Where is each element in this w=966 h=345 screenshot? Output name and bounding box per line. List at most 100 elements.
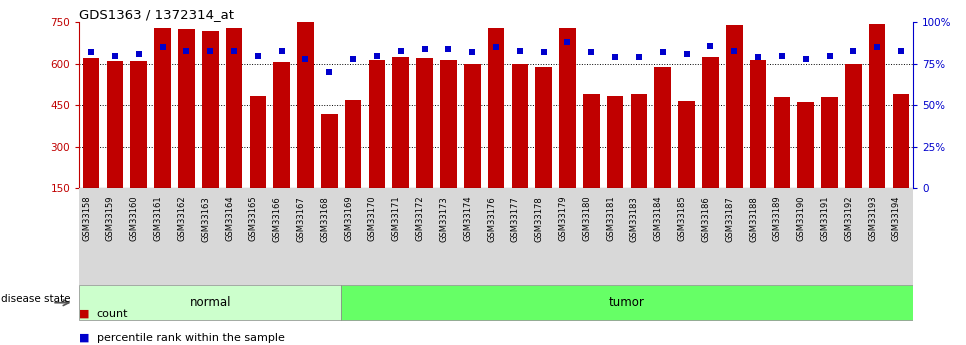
Bar — [607, 96, 623, 188]
Point — [346, 56, 361, 62]
Bar — [774, 97, 790, 188]
Point — [869, 45, 885, 50]
Point — [655, 49, 670, 55]
Bar — [488, 28, 504, 188]
Point — [631, 55, 646, 60]
Text: GSM33192: GSM33192 — [844, 196, 853, 241]
Bar — [893, 94, 909, 188]
Point — [465, 49, 480, 55]
Text: GSM33184: GSM33184 — [654, 196, 663, 242]
Text: GSM33172: GSM33172 — [415, 196, 425, 242]
Text: GSM33161: GSM33161 — [154, 196, 162, 242]
Text: GSM33170: GSM33170 — [368, 196, 377, 242]
Text: GSM33164: GSM33164 — [225, 196, 234, 242]
Text: GSM33178: GSM33178 — [534, 196, 544, 242]
Text: GSM33185: GSM33185 — [677, 196, 687, 242]
Point — [512, 48, 527, 53]
Bar — [750, 60, 766, 188]
Text: GSM33179: GSM33179 — [558, 196, 567, 242]
Text: GSM33162: GSM33162 — [178, 196, 186, 242]
Bar — [654, 67, 671, 188]
Point — [131, 51, 147, 57]
Bar — [582, 94, 600, 188]
Bar — [631, 94, 647, 188]
Text: GSM33194: GSM33194 — [892, 196, 901, 241]
Bar — [868, 24, 886, 188]
Text: disease state: disease state — [1, 294, 71, 304]
Bar — [559, 28, 576, 188]
Point — [894, 48, 909, 53]
Text: GSM33167: GSM33167 — [297, 196, 305, 242]
Point — [250, 53, 266, 58]
Bar — [440, 60, 457, 188]
Text: GSM33160: GSM33160 — [129, 196, 139, 242]
Bar — [464, 64, 480, 188]
Bar — [678, 101, 695, 188]
Bar — [345, 100, 361, 188]
Text: GSM33176: GSM33176 — [487, 196, 497, 242]
Bar — [226, 28, 242, 188]
Point — [536, 49, 552, 55]
Text: GSM33174: GSM33174 — [464, 196, 472, 242]
Point — [702, 43, 718, 48]
Bar — [155, 28, 171, 188]
Text: GSM33166: GSM33166 — [272, 196, 282, 242]
Text: GSM33188: GSM33188 — [749, 196, 758, 242]
Point — [798, 56, 813, 62]
Text: GSM33189: GSM33189 — [773, 196, 781, 242]
Text: GSM33173: GSM33173 — [440, 196, 448, 242]
Bar — [416, 58, 433, 188]
Text: GSM33180: GSM33180 — [582, 196, 591, 242]
Text: GDS1363 / 1372314_at: GDS1363 / 1372314_at — [79, 8, 234, 21]
Point — [489, 45, 504, 50]
Point — [393, 48, 409, 53]
Point — [845, 48, 861, 53]
Point — [107, 53, 123, 58]
Bar — [178, 29, 195, 188]
Text: normal: normal — [189, 296, 231, 309]
Point — [83, 49, 99, 55]
Point — [679, 51, 695, 57]
FancyBboxPatch shape — [79, 285, 341, 320]
Bar — [797, 102, 814, 188]
Text: percentile rank within the sample: percentile rank within the sample — [97, 333, 284, 343]
Text: ■: ■ — [79, 333, 90, 343]
Point — [322, 69, 337, 75]
Bar — [369, 60, 385, 188]
Text: GSM33158: GSM33158 — [82, 196, 91, 242]
Bar — [298, 20, 314, 188]
Text: tumor: tumor — [610, 296, 645, 309]
Bar — [725, 25, 743, 188]
Text: GSM33183: GSM33183 — [630, 196, 639, 242]
Point — [774, 53, 789, 58]
Point — [179, 48, 194, 53]
Bar — [83, 58, 99, 188]
Bar — [512, 64, 528, 188]
Bar — [535, 67, 552, 188]
Point — [274, 48, 290, 53]
Text: GSM33169: GSM33169 — [344, 196, 354, 242]
Text: ■: ■ — [79, 309, 90, 319]
Bar — [202, 31, 218, 188]
Text: GSM33190: GSM33190 — [797, 196, 806, 241]
Bar — [845, 64, 862, 188]
Point — [608, 55, 623, 60]
Text: GSM33193: GSM33193 — [868, 196, 877, 242]
Bar — [821, 97, 838, 188]
Bar — [106, 61, 124, 188]
Point — [298, 56, 313, 62]
Point — [417, 46, 433, 52]
Text: GSM33191: GSM33191 — [820, 196, 830, 241]
Text: GSM33171: GSM33171 — [392, 196, 401, 242]
Text: GSM33168: GSM33168 — [321, 196, 329, 242]
Text: GSM33165: GSM33165 — [249, 196, 258, 242]
Point — [226, 48, 242, 53]
Text: GSM33187: GSM33187 — [725, 196, 734, 242]
Point — [726, 48, 742, 53]
Bar — [321, 114, 338, 188]
Point — [369, 53, 384, 58]
Text: GSM33177: GSM33177 — [511, 196, 520, 242]
Text: GSM33163: GSM33163 — [201, 196, 211, 242]
Text: GSM33181: GSM33181 — [606, 196, 615, 242]
Point — [155, 45, 170, 50]
